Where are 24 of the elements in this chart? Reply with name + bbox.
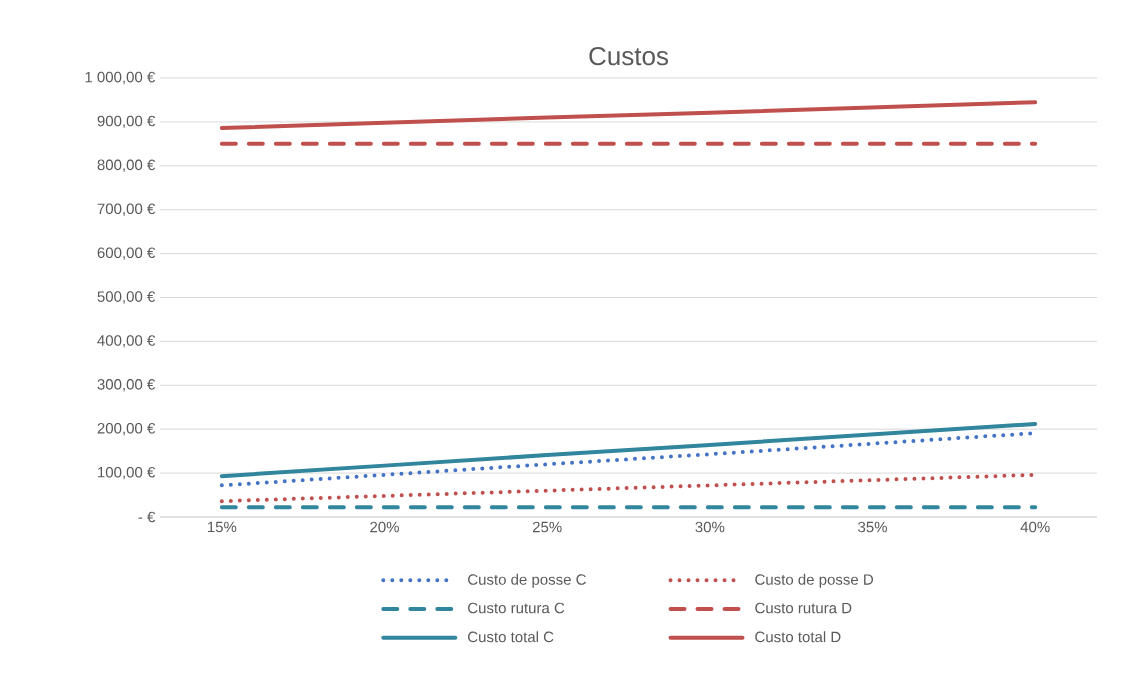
legend-label: Custo total C <box>468 631 554 643</box>
x-tick-label: 25% <box>532 521 562 533</box>
y-tick-label: 300,00 € <box>97 379 156 392</box>
x-tick-label: 40% <box>1020 521 1050 533</box>
y-tick-label: 500,00 € <box>97 291 156 304</box>
legend-label: Custo de posse C <box>468 573 586 588</box>
legend-label: Custo total D <box>755 631 841 643</box>
chart-title: Custos <box>589 46 669 66</box>
y-tick-label: 900,00 € <box>97 115 156 129</box>
legend-label: Custo rutura D <box>755 602 852 614</box>
x-tick-label: 15% <box>207 521 237 533</box>
y-tick-label: 100,00 € <box>98 466 156 480</box>
x-tick-label: 35% <box>858 521 887 533</box>
y-tick-label: - € <box>138 511 156 523</box>
x-tick-label: 20% <box>370 521 399 533</box>
y-tick-label: 600,00 € <box>97 247 156 260</box>
y-tick-label: 700,00 € <box>97 203 156 216</box>
legend-label: Custo rutura C <box>468 602 565 614</box>
y-tick-label: 400,00 € <box>97 335 156 348</box>
x-tick-label: 30% <box>695 521 725 533</box>
legend-label: Custo de posse D <box>755 573 873 588</box>
y-tick-label: 1 000,00 € <box>85 71 156 85</box>
y-tick-label: 200,00 € <box>97 422 156 436</box>
y-tick-label: 800,00 € <box>97 159 156 172</box>
